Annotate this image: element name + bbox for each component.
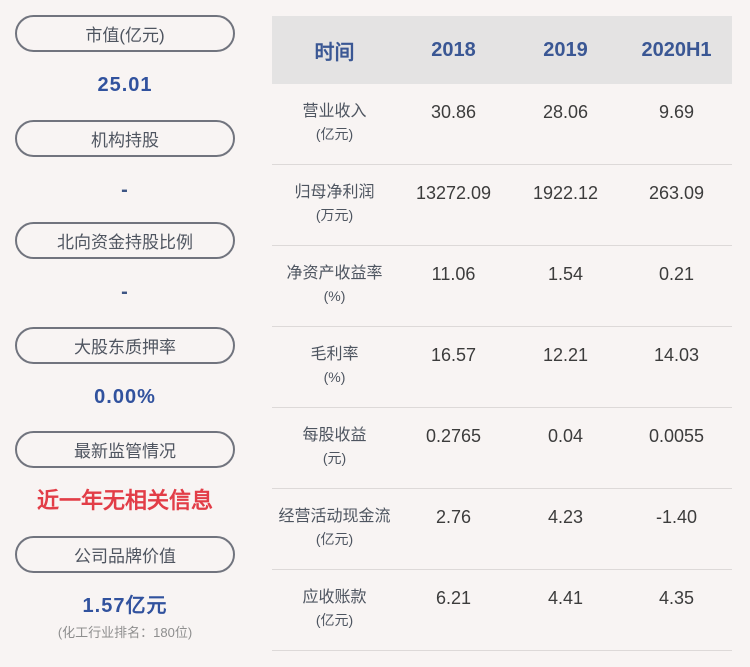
northbound-holding-value: - <box>121 281 129 303</box>
metric-market-cap: 市值(亿元) 25.01 <box>15 15 235 98</box>
pill-label: 公司品牌价值 <box>74 547 176 566</box>
cell-2019: 4.23 <box>547 507 584 527</box>
pill-label: 大股东质押率 <box>74 338 176 357</box>
table-row-operating-cash-flow: 经营活动现金流 (亿元) 2.76 4.23 -1.40 <box>272 489 732 570</box>
cell-2018: 16.57 <box>430 345 477 365</box>
cell-2020h1: 0.21 <box>658 264 695 284</box>
table-row-eps: 每股收益 (元) 0.2765 0.04 0.0055 <box>272 408 732 489</box>
cell-2018: 11.06 <box>431 264 476 284</box>
cell-2020h1: 14.03 <box>653 345 700 365</box>
table-row-net-profit: 归母净利润 (万元) 13272.09 1922.12 263.09 <box>272 165 732 246</box>
row-label: 归母净利润 (万元) <box>294 184 375 223</box>
metric-institutional-holding: 机构持股 - <box>15 120 235 203</box>
brand-value-pill[interactable]: 公司品牌价值 <box>15 536 235 573</box>
pill-label: 北向资金持股比例 <box>57 233 193 252</box>
row-label: 营业收入 (亿元) <box>302 103 367 142</box>
cell-2018: 0.2765 <box>425 426 482 446</box>
cell-2019: 12.21 <box>542 345 589 365</box>
cell-2019: 1.54 <box>547 264 584 284</box>
table-row-roe: 净资产收益率 (%) 11.06 1.54 0.21 <box>272 246 732 327</box>
market-cap-pill[interactable]: 市值(亿元) <box>15 15 235 52</box>
cell-2018: 30.86 <box>430 102 477 122</box>
cell-2019: 28.06 <box>542 102 589 122</box>
metric-northbound-holding: 北向资金持股比例 - <box>15 222 235 305</box>
metric-brand-value: 公司品牌价值 1.57亿元 (化工行业排名：180位) <box>15 536 235 641</box>
market-cap-value: 25.01 <box>97 74 153 96</box>
regulatory-status-value: 近一年无相关信息 <box>36 488 213 513</box>
cell-2018: 6.21 <box>435 588 472 608</box>
pledge-ratio-value: 0.00% <box>94 386 156 408</box>
metric-regulatory-status: 最新监管情况 近一年无相关信息 <box>15 431 235 514</box>
table-row-revenue: 营业收入 (亿元) 30.86 28.06 9.69 <box>272 84 732 165</box>
pill-label: 最新监管情况 <box>74 442 176 461</box>
cell-2019: 0.04 <box>547 426 584 446</box>
row-label: 每股收益 (元) <box>302 427 367 466</box>
cell-2020h1: 9.69 <box>658 102 695 122</box>
header-2020h1: 2020H1 <box>641 38 712 61</box>
institutional-holding-value: - <box>121 179 129 201</box>
header-2018: 2018 <box>431 38 476 61</box>
brand-value-rank: (化工行业排名：180位) <box>57 625 193 640</box>
institutional-holding-pill[interactable]: 机构持股 <box>15 120 235 157</box>
row-label: 应收账款 (亿元) <box>302 589 367 628</box>
financials-table: 时间 2018 2019 2020H1 营业收入 (亿元) 30.86 28.0… <box>272 16 732 651</box>
row-label: 净资产收益率 (%) <box>286 265 383 304</box>
cell-2018: 13272.09 <box>415 183 492 203</box>
cell-2020h1: 263.09 <box>648 183 705 203</box>
regulatory-status-pill[interactable]: 最新监管情况 <box>15 431 235 468</box>
brand-value-value: 1.57亿元 <box>82 595 168 617</box>
table-header-row: 时间 2018 2019 2020H1 <box>272 16 732 84</box>
cell-2018: 2.76 <box>435 507 472 527</box>
pledge-ratio-pill[interactable]: 大股东质押率 <box>15 327 235 364</box>
northbound-holding-pill[interactable]: 北向资金持股比例 <box>15 222 235 259</box>
cell-2020h1: 4.35 <box>658 588 695 608</box>
cell-2019: 4.41 <box>547 588 584 608</box>
cell-2020h1: 0.0055 <box>648 426 705 446</box>
pill-label: 机构持股 <box>91 131 159 150</box>
metric-pledge-ratio: 大股东质押率 0.00% <box>15 327 235 410</box>
row-label: 经营活动现金流 (亿元) <box>278 508 391 547</box>
row-label: 毛利率 (%) <box>310 346 359 385</box>
header-2019: 2019 <box>543 38 588 61</box>
cell-2020h1: -1.40 <box>655 507 698 527</box>
table-row-accounts-receivable: 应收账款 (亿元) 6.21 4.41 4.35 <box>272 570 732 651</box>
cell-2019: 1922.12 <box>532 183 599 203</box>
table-row-gross-margin: 毛利率 (%) 16.57 12.21 14.03 <box>272 327 732 408</box>
pill-label: 市值(亿元) <box>85 26 165 45</box>
header-time: 时间 <box>314 41 355 64</box>
